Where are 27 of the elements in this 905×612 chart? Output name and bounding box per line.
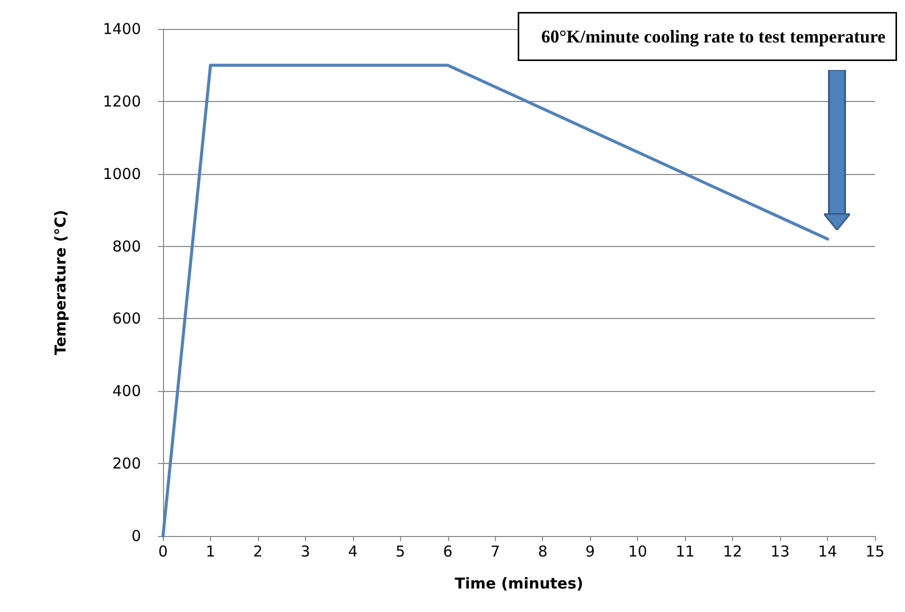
x-tick-label: 8 — [538, 542, 548, 560]
y-tick-label: 0 — [131, 527, 141, 545]
x-tick-label: 5 — [396, 542, 406, 560]
x-tick-label: 3 — [300, 542, 310, 560]
x-tick-label: 7 — [490, 542, 500, 560]
x-tick-label: 14 — [818, 542, 838, 560]
x-tick-label: 10 — [628, 542, 648, 560]
y-tick-label: 800 — [112, 237, 141, 256]
x-tick-label: 4 — [348, 542, 358, 560]
y-tick-label: 400 — [112, 382, 141, 400]
x-tick-label: 15 — [865, 542, 885, 560]
x-tick-label: 11 — [676, 542, 695, 560]
y-tick-label: 200 — [112, 454, 141, 473]
x-tick-label: 6 — [443, 542, 453, 560]
annotation: 60°K/minute cooling rate to test temperature — [541, 26, 886, 46]
x-tick-label: 1 — [206, 542, 216, 560]
x-axis-title: Time (minutes) — [454, 574, 584, 592]
x-tick-label: 0 — [158, 542, 168, 560]
x-tick-label: 9 — [585, 542, 595, 560]
y-tick-label: 1000 — [102, 164, 141, 183]
x-tick-label: 2 — [253, 542, 263, 560]
y-tick-label: 1200 — [102, 92, 141, 110]
x-tick-label: 13 — [770, 542, 790, 560]
x-tick-label: 12 — [723, 542, 742, 560]
y-tick-label: 600 — [112, 310, 141, 328]
y-axis-title: Temperature (°C) — [52, 210, 70, 356]
y-tick-label: 1400 — [102, 20, 141, 38]
